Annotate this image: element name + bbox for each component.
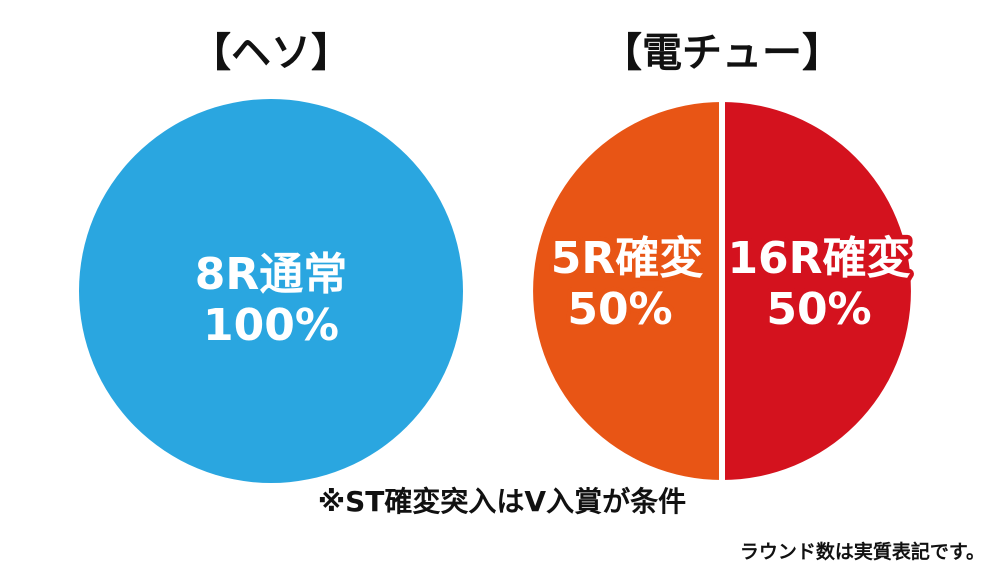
pie-chart-denchu: 【電チュー】 5R確変 50% 16R確変 50%: [533, 30, 915, 480]
pie-title-denchu: 【電チュー】: [602, 30, 842, 76]
rounds-note: ラウンド数は実質表記です。: [740, 540, 985, 563]
slice-label-8r-normal: 8R通常: [195, 249, 348, 300]
pie-title-heso: 【ヘソ】: [191, 30, 351, 76]
slice-5r-kakuhen: [533, 102, 722, 480]
slice-label-5r-kakuhen: 5R確変: [551, 233, 704, 284]
slice-value-5r-kakuhen: 50%: [567, 284, 672, 335]
pie-chart-heso: 【ヘソ】 8R通常 100%: [79, 30, 463, 483]
slice-value-8r-normal: 100%: [203, 300, 339, 351]
slice-16r-kakuhen: [722, 102, 911, 480]
pie-slices-heso: [79, 99, 463, 483]
slice-label-16r-kakuhen: 16R確変: [727, 233, 910, 284]
slice-value-16r-kakuhen: 50%: [766, 284, 871, 335]
pie-slices-denchu: [533, 102, 911, 480]
condition-note: ※ST確変突入はV入賞が条件: [318, 485, 686, 518]
slice-8r-normal: [79, 99, 463, 483]
